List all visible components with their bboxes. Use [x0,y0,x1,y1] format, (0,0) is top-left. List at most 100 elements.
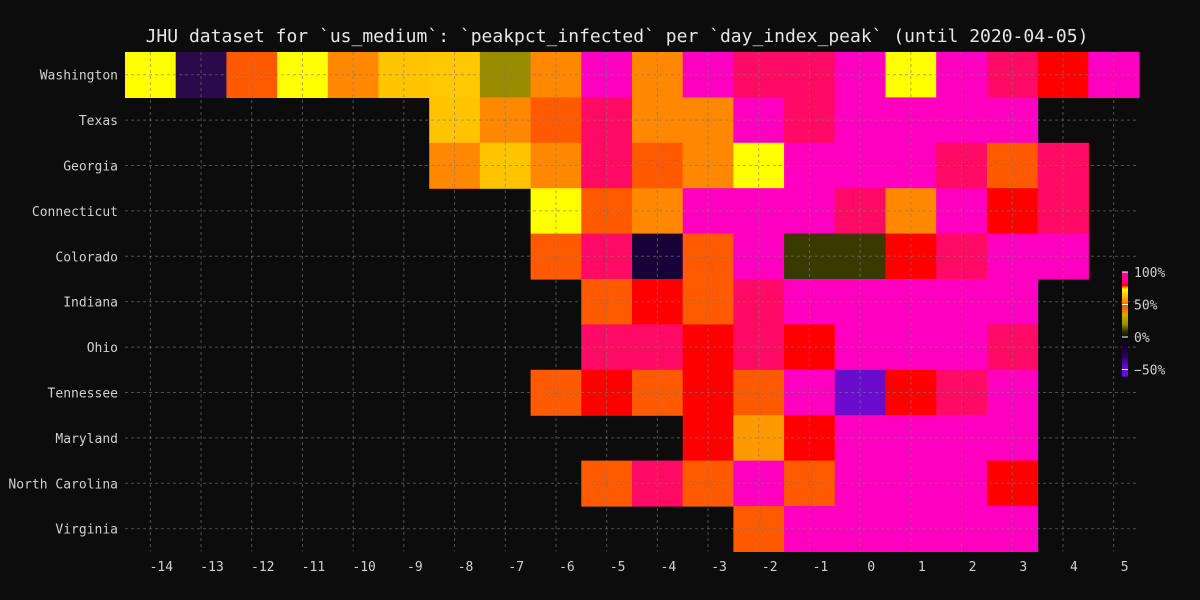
x-tick-labels: -14 -13 -12 -11 -10 -9 -8 -7 -6 -5 -4 -3 -2 -1 0 1 2 3 4 5 [150,560,1129,575]
colorbar-segment [1122,327,1128,330]
colorbar-segment [1122,361,1128,364]
y-tick-labels: Washington Texas Georgia Connecticut Colorad… [8,69,118,538]
y-tick-label: Ohio [87,341,118,356]
colorbar-tick-label: −50% [1134,364,1165,379]
colorbar-segment [1122,351,1128,354]
colorbar-segment [1122,347,1128,350]
colorbar-segment [1122,350,1128,352]
x-tick-label: 2 [969,560,977,575]
colorbar-segment [1122,291,1128,294]
colorbar-segment [1122,316,1128,319]
colorbar-segment [1122,304,1128,307]
colorbar-segment [1122,359,1128,361]
x-tick-label: -13 [200,560,223,575]
colorbar-segment [1122,305,1128,308]
colorbar-segment [1122,369,1128,372]
colorbar-segment [1122,301,1128,304]
colorbar-segment [1122,329,1128,332]
colorbar-segment [1122,283,1128,286]
colorbar-segment [1122,324,1128,326]
colorbar-segment [1122,273,1128,276]
y-tick-label: Maryland [55,432,118,447]
y-tick-label: Texas [79,114,118,129]
colorbar-segment [1122,337,1128,339]
colorbar-segment [1122,312,1128,315]
colorbar-segment [1122,344,1128,347]
y-tick-label: Colorado [55,250,118,265]
colorbar-segment [1122,348,1128,351]
colorbar-segment [1122,322,1128,325]
colorbar-segment [1122,334,1128,337]
colorbar-segment [1122,308,1128,311]
colorbar-segment [1122,314,1128,317]
x-tick-label: 0 [867,560,875,575]
colorbar: 100% 50% 0% −50% [1122,266,1165,379]
colorbar-segment [1122,320,1128,322]
x-tick-label: -3 [711,560,727,575]
y-tick-label: Georgia [63,160,118,175]
x-tick-label: -2 [762,560,778,575]
colorbar-segment [1122,325,1128,328]
colorbar-segment [1122,330,1128,333]
colorbar-segment [1122,338,1128,341]
colorbar-segment [1122,288,1128,291]
colorbar-tick-label: 100% [1134,266,1165,281]
x-tick-label: -1 [813,560,829,575]
colorbar-segment [1122,311,1128,313]
colorbar-segment [1122,277,1128,280]
y-tick-label: Washington [40,69,118,84]
x-tick-label: -11 [302,560,325,575]
colorbar-segment [1122,299,1128,302]
colorbar-segment [1122,366,1128,369]
colorbar-segment [1122,272,1128,274]
colorbar-segment [1122,281,1128,283]
colorbar-segment [1122,317,1128,320]
colorbar-segment [1122,352,1128,355]
colorbar-segment [1122,331,1128,334]
x-tick-label: 5 [1121,560,1129,575]
gridlines [125,52,1139,552]
colorbar-segment [1122,343,1128,346]
x-tick-label: -4 [661,560,677,575]
colorbar-segment [1122,360,1128,363]
colorbar-segment [1122,313,1128,316]
colorbar-segment [1122,309,1128,312]
colorbar-segment [1122,372,1128,374]
colorbar-segment [1122,355,1128,358]
colorbar-segment [1122,282,1128,285]
colorbar-segment [1122,318,1128,321]
colorbar-segment [1122,357,1128,360]
x-tick-label: 3 [1019,560,1027,575]
y-tick-label: North Carolina [8,477,118,492]
colorbar-segment [1122,356,1128,359]
y-tick-label: Connecticut [32,205,118,220]
colorbar-segment [1122,290,1128,293]
colorbar-segment [1122,353,1128,356]
colorbar-segment [1122,342,1128,345]
y-tick-label: Indiana [63,296,118,311]
colorbar-segment [1122,363,1128,365]
colorbar-segment [1122,370,1128,373]
colorbar-segment [1122,286,1128,289]
colorbar-segment [1122,374,1128,377]
chart-title: JHU dataset for `us_medium`: `peakpct_in… [146,26,1089,47]
colorbar-segment [1122,300,1128,303]
x-tick-label: -6 [559,560,575,575]
colorbar-segment [1122,364,1128,367]
y-tick-label: Tennessee [48,387,119,402]
y-tick-label: Virginia [55,523,118,538]
colorbar-segment [1122,279,1128,282]
colorbar-segment [1122,298,1128,300]
x-tick-label: 1 [918,560,926,575]
colorbar-segment [1122,326,1128,329]
colorbar-segment [1122,307,1128,309]
colorbar-segment [1122,296,1128,299]
colorbar-segment [1122,346,1128,348]
colorbar-segment [1122,285,1128,287]
colorbar-segment [1122,274,1128,277]
x-tick-label: 4 [1070,560,1078,575]
colorbar-segment [1122,295,1128,298]
colorbar-segment [1122,333,1128,335]
colorbar-segment [1122,340,1128,343]
